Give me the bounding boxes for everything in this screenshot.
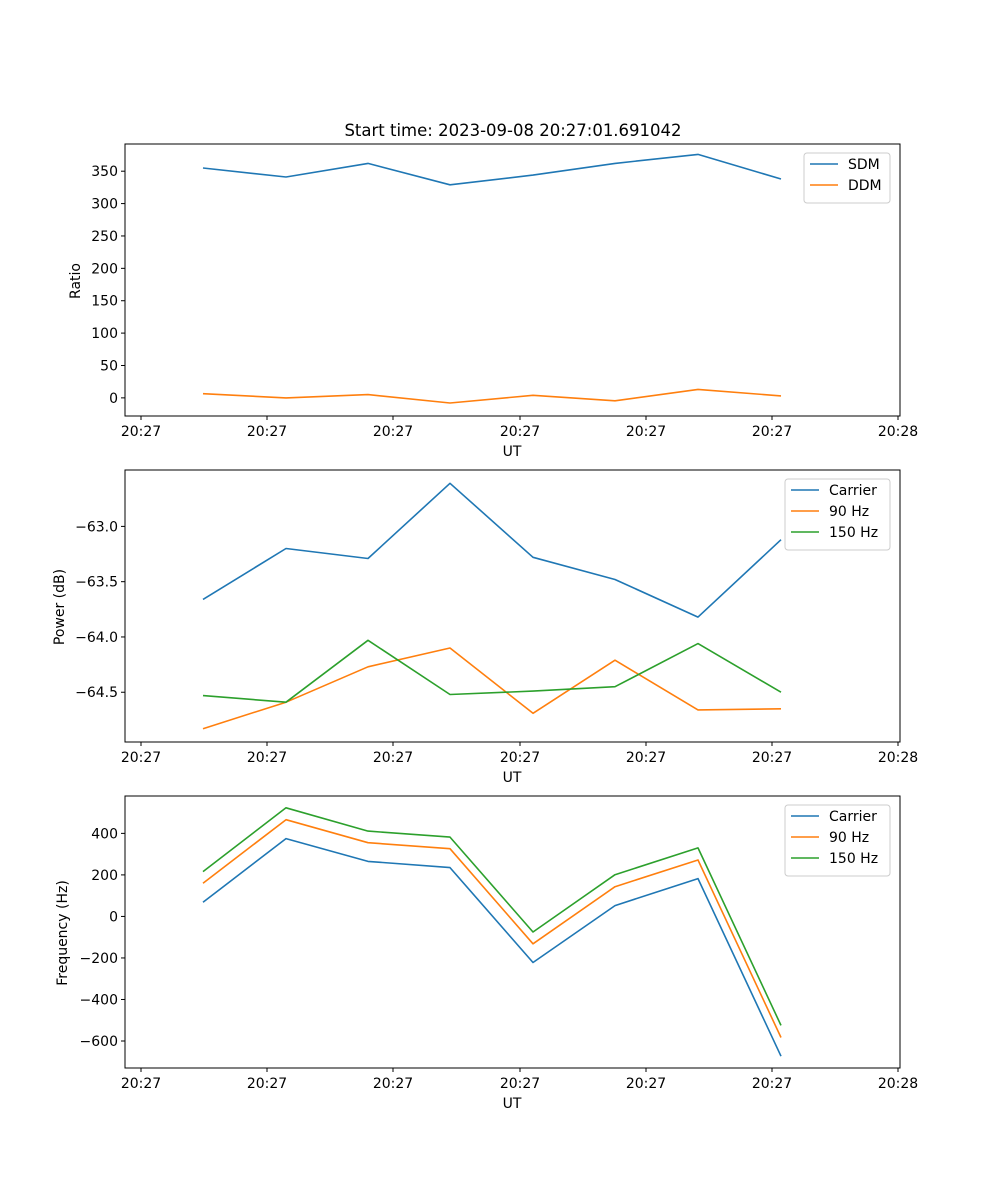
- power-panel: UT Power (dB) 20:27 20:27 20:27 20:27 20:27 2…: [52, 469, 918, 786]
- y-axis-label: Ratio: [68, 263, 84, 299]
- plot-area: [124, 795, 901, 1069]
- x-tick-label: 20:27: [373, 1076, 413, 1092]
- x-tick-label: 20:27: [626, 750, 666, 766]
- x-tick-label: 20:27: [373, 424, 413, 440]
- x-tick-label: 20:27: [500, 1076, 540, 1092]
- x-tick-label: 20:27: [121, 1076, 161, 1092]
- x-tick-label: 20:28: [878, 1076, 918, 1092]
- legend-label-ddm: DDM: [848, 178, 882, 194]
- series-line-150-hz: [202, 806, 782, 1026]
- x-tick-label: 20:27: [247, 1076, 287, 1092]
- x-tick-label: 20:27: [121, 750, 161, 766]
- x-tick-label: 20:27: [626, 1076, 666, 1092]
- x-tick-label: 20:28: [878, 424, 918, 440]
- legend-label-150-hz: 150 Hz: [829, 851, 878, 867]
- y-axis-label: Frequency (Hz): [55, 880, 71, 986]
- y-tick-label: −64.5: [75, 685, 118, 701]
- legend-label-carrier: Carrier: [829, 483, 877, 499]
- y-tick-label: −63.0: [75, 519, 118, 535]
- x-axis-label: UT: [503, 1096, 522, 1112]
- y-tick-label: −64.0: [75, 630, 118, 646]
- x-tick-label: 20:27: [626, 424, 666, 440]
- plot-area: [124, 143, 901, 417]
- x-axis-label: UT: [503, 444, 522, 460]
- y-tick-label: −63.5: [75, 575, 118, 591]
- y-tick-label: 350: [91, 164, 118, 180]
- legend-label-90-hz: 90 Hz: [829, 830, 869, 846]
- y-tick-label: 50: [100, 358, 118, 374]
- y-tick-label: 100: [91, 326, 118, 342]
- series-line-150-hz: [202, 639, 782, 704]
- x-tick-label: 20:27: [500, 424, 540, 440]
- x-tick-label: 20:27: [752, 750, 792, 766]
- ratio-panel: Start time: 2023-09-08 20:27:01.691042 U…: [68, 121, 918, 460]
- series-line-carrier: [202, 837, 782, 1057]
- frequency-panel: UT Frequency (Hz) 20:27 20:27 20:27 20:27 20…: [55, 795, 918, 1112]
- y-tick-label: 400: [91, 826, 118, 842]
- y-tick-label: 300: [91, 197, 118, 213]
- y-tick-label: −400: [80, 992, 118, 1008]
- y-tick-label: 250: [91, 229, 118, 245]
- x-tick-label: 20:27: [752, 424, 792, 440]
- legend: [803, 152, 891, 204]
- x-tick-label: 20:27: [247, 424, 287, 440]
- y-tick-label: −600: [80, 1034, 118, 1050]
- y-tick-label: 200: [91, 868, 118, 884]
- y-axis-label: Power (dB): [52, 569, 68, 645]
- y-tick-label: 0: [109, 391, 118, 407]
- legend-label-sdm: SDM: [848, 157, 880, 173]
- x-tick-label: 20:27: [121, 424, 161, 440]
- series-line-carrier: [202, 482, 782, 618]
- x-tick-label: 20:28: [878, 750, 918, 766]
- series-line-ddm: [202, 388, 782, 404]
- legend-label-150-hz: 150 Hz: [829, 525, 878, 541]
- y-tick-label: −200: [80, 951, 118, 967]
- x-tick-label: 20:27: [752, 1076, 792, 1092]
- series-line-90-hz: [202, 647, 782, 730]
- y-tick-label: 0: [109, 909, 118, 925]
- plot-area: [124, 469, 901, 743]
- series-line-sdm: [202, 153, 782, 186]
- x-axis-label: UT: [503, 770, 522, 786]
- legend-label-90-hz: 90 Hz: [829, 504, 869, 520]
- x-tick-label: 20:27: [500, 750, 540, 766]
- chart-title: Start time: 2023-09-08 20:27:01.691042: [344, 121, 681, 140]
- x-tick-label: 20:27: [373, 750, 413, 766]
- legend-label-carrier: Carrier: [829, 809, 877, 825]
- series-line-90-hz: [202, 818, 782, 1038]
- x-tick-label: 20:27: [247, 750, 287, 766]
- y-tick-label: 200: [91, 261, 118, 277]
- y-tick-label: 150: [91, 294, 118, 310]
